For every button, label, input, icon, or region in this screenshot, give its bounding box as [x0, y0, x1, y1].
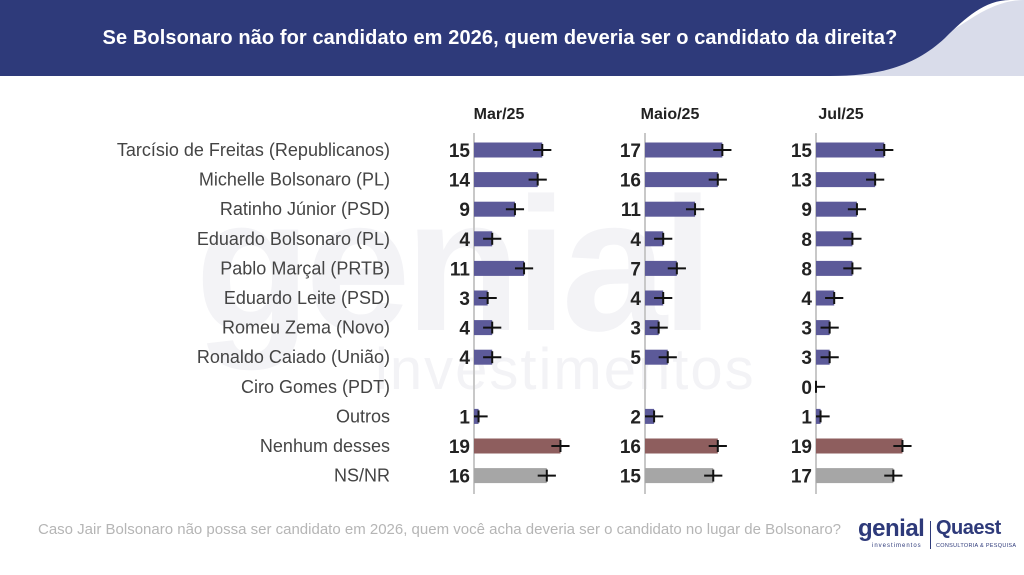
header-main-shape — [0, 0, 1010, 76]
quaest-logo: Quaest CONSULTORIA & PESQUISA — [936, 515, 1016, 553]
bar — [645, 438, 718, 454]
value-label: 9 — [801, 200, 812, 221]
value-label: 3 — [630, 319, 641, 340]
genial-logo-word: genial — [858, 515, 925, 542]
category-label: Outros — [336, 406, 390, 426]
value-label: 1 — [459, 407, 470, 428]
value-label: 4 — [801, 289, 812, 310]
quaest-logo-word: Quaest — [936, 517, 1001, 539]
header-banner: Se Bolsonaro não for candidato em 2026, … — [0, 0, 1024, 76]
category-label: Michelle Bolsonaro (PL) — [199, 170, 390, 190]
bar — [816, 201, 857, 217]
bar — [645, 172, 718, 188]
value-label: 9 — [459, 200, 470, 221]
category-label: Eduardo Leite (PSD) — [224, 288, 390, 308]
value-label: 4 — [459, 230, 470, 251]
value-label: 17 — [791, 467, 812, 488]
logo-divider — [930, 521, 931, 549]
bar — [474, 172, 538, 188]
bar — [816, 231, 853, 247]
bar — [474, 260, 525, 276]
category-label: Nenhum desses — [260, 436, 390, 456]
value-label: 13 — [791, 171, 812, 192]
value-label: 4 — [459, 319, 470, 340]
value-label: 4 — [630, 289, 641, 310]
category-label: Eduardo Bolsonaro (PL) — [197, 229, 390, 249]
period-header: Mar/25 — [474, 106, 525, 123]
bar — [816, 438, 903, 454]
value-label: 8 — [801, 230, 812, 251]
value-label: 17 — [620, 141, 641, 162]
bar — [645, 349, 668, 365]
category-label: Tarcísio de Freitas (Republicanos) — [117, 140, 390, 160]
value-label: 14 — [449, 171, 471, 192]
value-label: 1 — [801, 407, 812, 428]
value-label: 11 — [621, 200, 642, 221]
bar — [645, 260, 677, 276]
value-label: 3 — [801, 348, 812, 369]
value-label: 4 — [459, 348, 470, 369]
header-accent-shape — [760, 0, 1024, 76]
header-shape — [0, 0, 1024, 76]
bar — [474, 142, 543, 158]
value-label: 0 — [801, 378, 812, 399]
value-label: 19 — [791, 437, 812, 458]
genial-logo-sub: investimentos — [872, 543, 922, 549]
value-label: 7 — [630, 259, 641, 280]
value-label: 16 — [620, 437, 641, 458]
survey-question: Caso Jair Bolsonaro não possa ser candid… — [38, 521, 842, 538]
value-label: 3 — [801, 319, 812, 340]
period-header: Maio/25 — [641, 106, 700, 123]
value-label: 15 — [620, 467, 642, 488]
bar-chart: Mar/25 Maio/25 Jul/25 Tarcísio de Freitas (… — [117, 106, 912, 494]
value-label: 15 — [449, 141, 471, 162]
bar — [816, 468, 894, 484]
page-title: Se Bolsonaro não for candidato em 2026, … — [102, 26, 898, 49]
bar — [474, 201, 515, 217]
value-label: 3 — [459, 289, 470, 310]
bar — [645, 142, 723, 158]
bar — [816, 142, 885, 158]
bar — [645, 201, 696, 217]
bar — [816, 172, 876, 188]
bar — [474, 468, 547, 484]
quaest-logo-sub: CONSULTORIA & PESQUISA — [936, 543, 1017, 549]
value-label: 16 — [620, 171, 641, 192]
bar — [474, 438, 561, 454]
category-label: Romeu Zema (Novo) — [222, 318, 390, 338]
value-label: 4 — [630, 230, 641, 251]
value-label: 8 — [801, 259, 812, 280]
category-label: Ronaldo Caiado (União) — [197, 347, 390, 367]
bar — [816, 260, 853, 276]
bar — [645, 468, 714, 484]
value-label: 2 — [630, 407, 641, 428]
category-label: Ratinho Júnior (PSD) — [220, 199, 390, 219]
period-header: Jul/25 — [818, 106, 863, 123]
genial-logo: genial investimentos — [858, 515, 928, 553]
category-label: NS/NR — [334, 466, 390, 486]
category-label: Pablo Marçal (PRTB) — [220, 258, 390, 278]
value-label: 16 — [449, 467, 470, 488]
value-label: 5 — [630, 348, 641, 369]
value-label: 19 — [449, 437, 470, 458]
value-label: 11 — [450, 259, 471, 280]
value-label: 15 — [791, 141, 813, 162]
category-label: Ciro Gomes (PDT) — [241, 377, 390, 397]
